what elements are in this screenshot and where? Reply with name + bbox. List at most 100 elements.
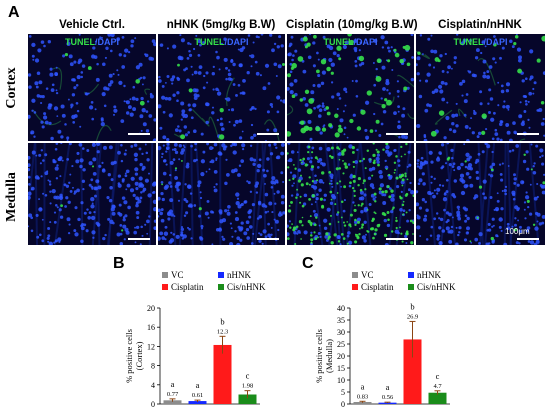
y-tick-label: 15: [337, 364, 345, 373]
micrograph-cortex-cisplatin: TUNEL/DAPI: [287, 34, 414, 141]
nuclei-pattern: [158, 34, 285, 141]
legend-swatch: [352, 284, 358, 290]
micrograph-medulla-cisplatin: [287, 143, 414, 245]
legend-swatch: [352, 272, 358, 278]
significance-letter: b: [220, 316, 224, 326]
bar: [188, 401, 207, 404]
significance-letter: a: [171, 379, 175, 389]
significance-letter: c: [246, 371, 250, 381]
y-axis-label: % positive cells: [314, 329, 324, 383]
column-header-cisplatin: Cisplatin (10mg/kg B.W): [286, 19, 418, 31]
y-axis-label: (Medulla): [324, 339, 334, 373]
scale-bar: [517, 238, 539, 240]
data-label: 0.83: [357, 393, 368, 400]
scale-bar: [257, 133, 279, 135]
nuclei-pattern: [416, 34, 545, 141]
column-header-cisplatin-nhnk: Cisplatin/nHNK: [438, 19, 522, 31]
scale-bar: [386, 238, 408, 240]
y-tick-label: 30: [337, 328, 345, 337]
nuclei-pattern: [287, 34, 414, 141]
y-tick-label: 40: [337, 304, 345, 313]
scale-bar: [386, 133, 408, 135]
y-tick-label: 12: [147, 342, 155, 351]
micrograph-cortex-cisplatin-nhnk: TUNEL/DAPI: [416, 34, 545, 141]
scale-bar: [128, 133, 150, 135]
y-tick-label: 25: [337, 340, 345, 349]
bar: [213, 344, 232, 404]
y-tick-label: 4: [151, 381, 155, 390]
bar: [238, 394, 257, 404]
significance-letter: a: [361, 381, 365, 391]
y-tick-label: 10: [337, 376, 345, 385]
data-label: 0.61: [192, 392, 203, 399]
nuclei-pattern: [28, 143, 156, 245]
significance-letter: b: [410, 301, 414, 311]
column-header-nhnk: nHNK (5mg/kg B.W): [166, 19, 276, 31]
panel-a-letter: A: [8, 4, 20, 21]
significance-letter: a: [386, 382, 390, 392]
bar: [403, 339, 422, 404]
significance-letter: a: [196, 380, 200, 390]
micrograph-medulla-cisplatin-nhnk: 100μm: [416, 143, 545, 245]
y-tick-label: 0: [151, 400, 155, 409]
micrograph-medulla-vehicle: [28, 143, 156, 245]
stain-label: TUNEL/DAPI: [194, 37, 249, 47]
stain-label: TUNEL/DAPI: [64, 37, 120, 47]
scale-bar: [128, 238, 150, 240]
bar: [428, 392, 447, 404]
y-tick-label: 20: [337, 352, 345, 361]
legend-label: VC: [171, 270, 184, 280]
row-label-medulla: Medulla: [4, 172, 19, 222]
panel-b-letter: B: [113, 255, 125, 272]
legend-swatch: [162, 272, 168, 278]
legend-swatch: [408, 272, 414, 278]
data-label: 0.56: [382, 394, 394, 401]
nuclei-pattern: [287, 143, 414, 245]
y-tick-label: 8: [151, 362, 155, 371]
y-axis-label: % positive cells: [124, 329, 134, 383]
legend-swatch: [408, 284, 414, 290]
row-label-cortex: Cortex: [4, 67, 19, 109]
bar: [163, 400, 182, 404]
nuclei-pattern: [416, 143, 545, 245]
micrograph-cortex-nhnk: TUNEL/DAPI: [158, 34, 285, 141]
data-label: 12.3: [217, 328, 228, 335]
y-axis-label: (Cortex): [134, 341, 144, 370]
legend-label: Cis/nHNK: [417, 282, 456, 292]
stain-label: TUNEL/DAPI: [453, 37, 508, 47]
micrograph-cortex-vehicle: TUNEL/DAPI: [28, 34, 156, 141]
panel-c-letter: C: [302, 255, 314, 272]
scale-bar: [517, 133, 539, 135]
stain-label: TUNEL/DAPI: [323, 37, 378, 47]
micrograph-medulla-nhnk: [158, 143, 285, 245]
legend-label: Cisplatin: [171, 282, 204, 292]
legend-label: Cisplatin: [361, 282, 394, 292]
bar: [353, 402, 372, 404]
significance-letter: c: [436, 371, 440, 381]
scale-bar: [257, 238, 279, 240]
legend-label: Cis/nHNK: [227, 282, 266, 292]
data-label: 1.98: [242, 383, 253, 390]
y-tick-label: 16: [147, 323, 155, 332]
y-tick-label: 20: [147, 304, 155, 313]
y-tick-label: 35: [337, 316, 345, 325]
legend-label: nHNK: [417, 270, 441, 280]
scale-bar-label: 100μm: [505, 227, 530, 236]
legend-swatch: [162, 284, 168, 290]
y-tick-label: 5: [341, 388, 345, 397]
nuclei-pattern: [158, 143, 285, 245]
column-header-vehicle: Vehicle Ctrl.: [59, 19, 125, 31]
data-label: 0.77: [167, 391, 179, 398]
legend-swatch: [218, 272, 224, 278]
bar: [378, 402, 397, 404]
legend-swatch: [218, 284, 224, 290]
legend-label: VC: [361, 270, 374, 280]
bar-chart-medulla: VC nHNK Cisplatin Cis/nHNK 0 5 10 15 20 25 30 35 40%…: [314, 270, 456, 409]
nuclei-pattern: [28, 34, 156, 141]
data-label: 26.9: [407, 313, 418, 320]
data-label: 4.7: [433, 383, 442, 390]
y-tick-label: 0: [341, 400, 345, 409]
bar-chart-cortex: VC nHNK Cisplatin Cis/nHNK 0 4 8 12 16 20 % positi…: [124, 270, 266, 409]
legend-label: nHNK: [227, 270, 251, 280]
